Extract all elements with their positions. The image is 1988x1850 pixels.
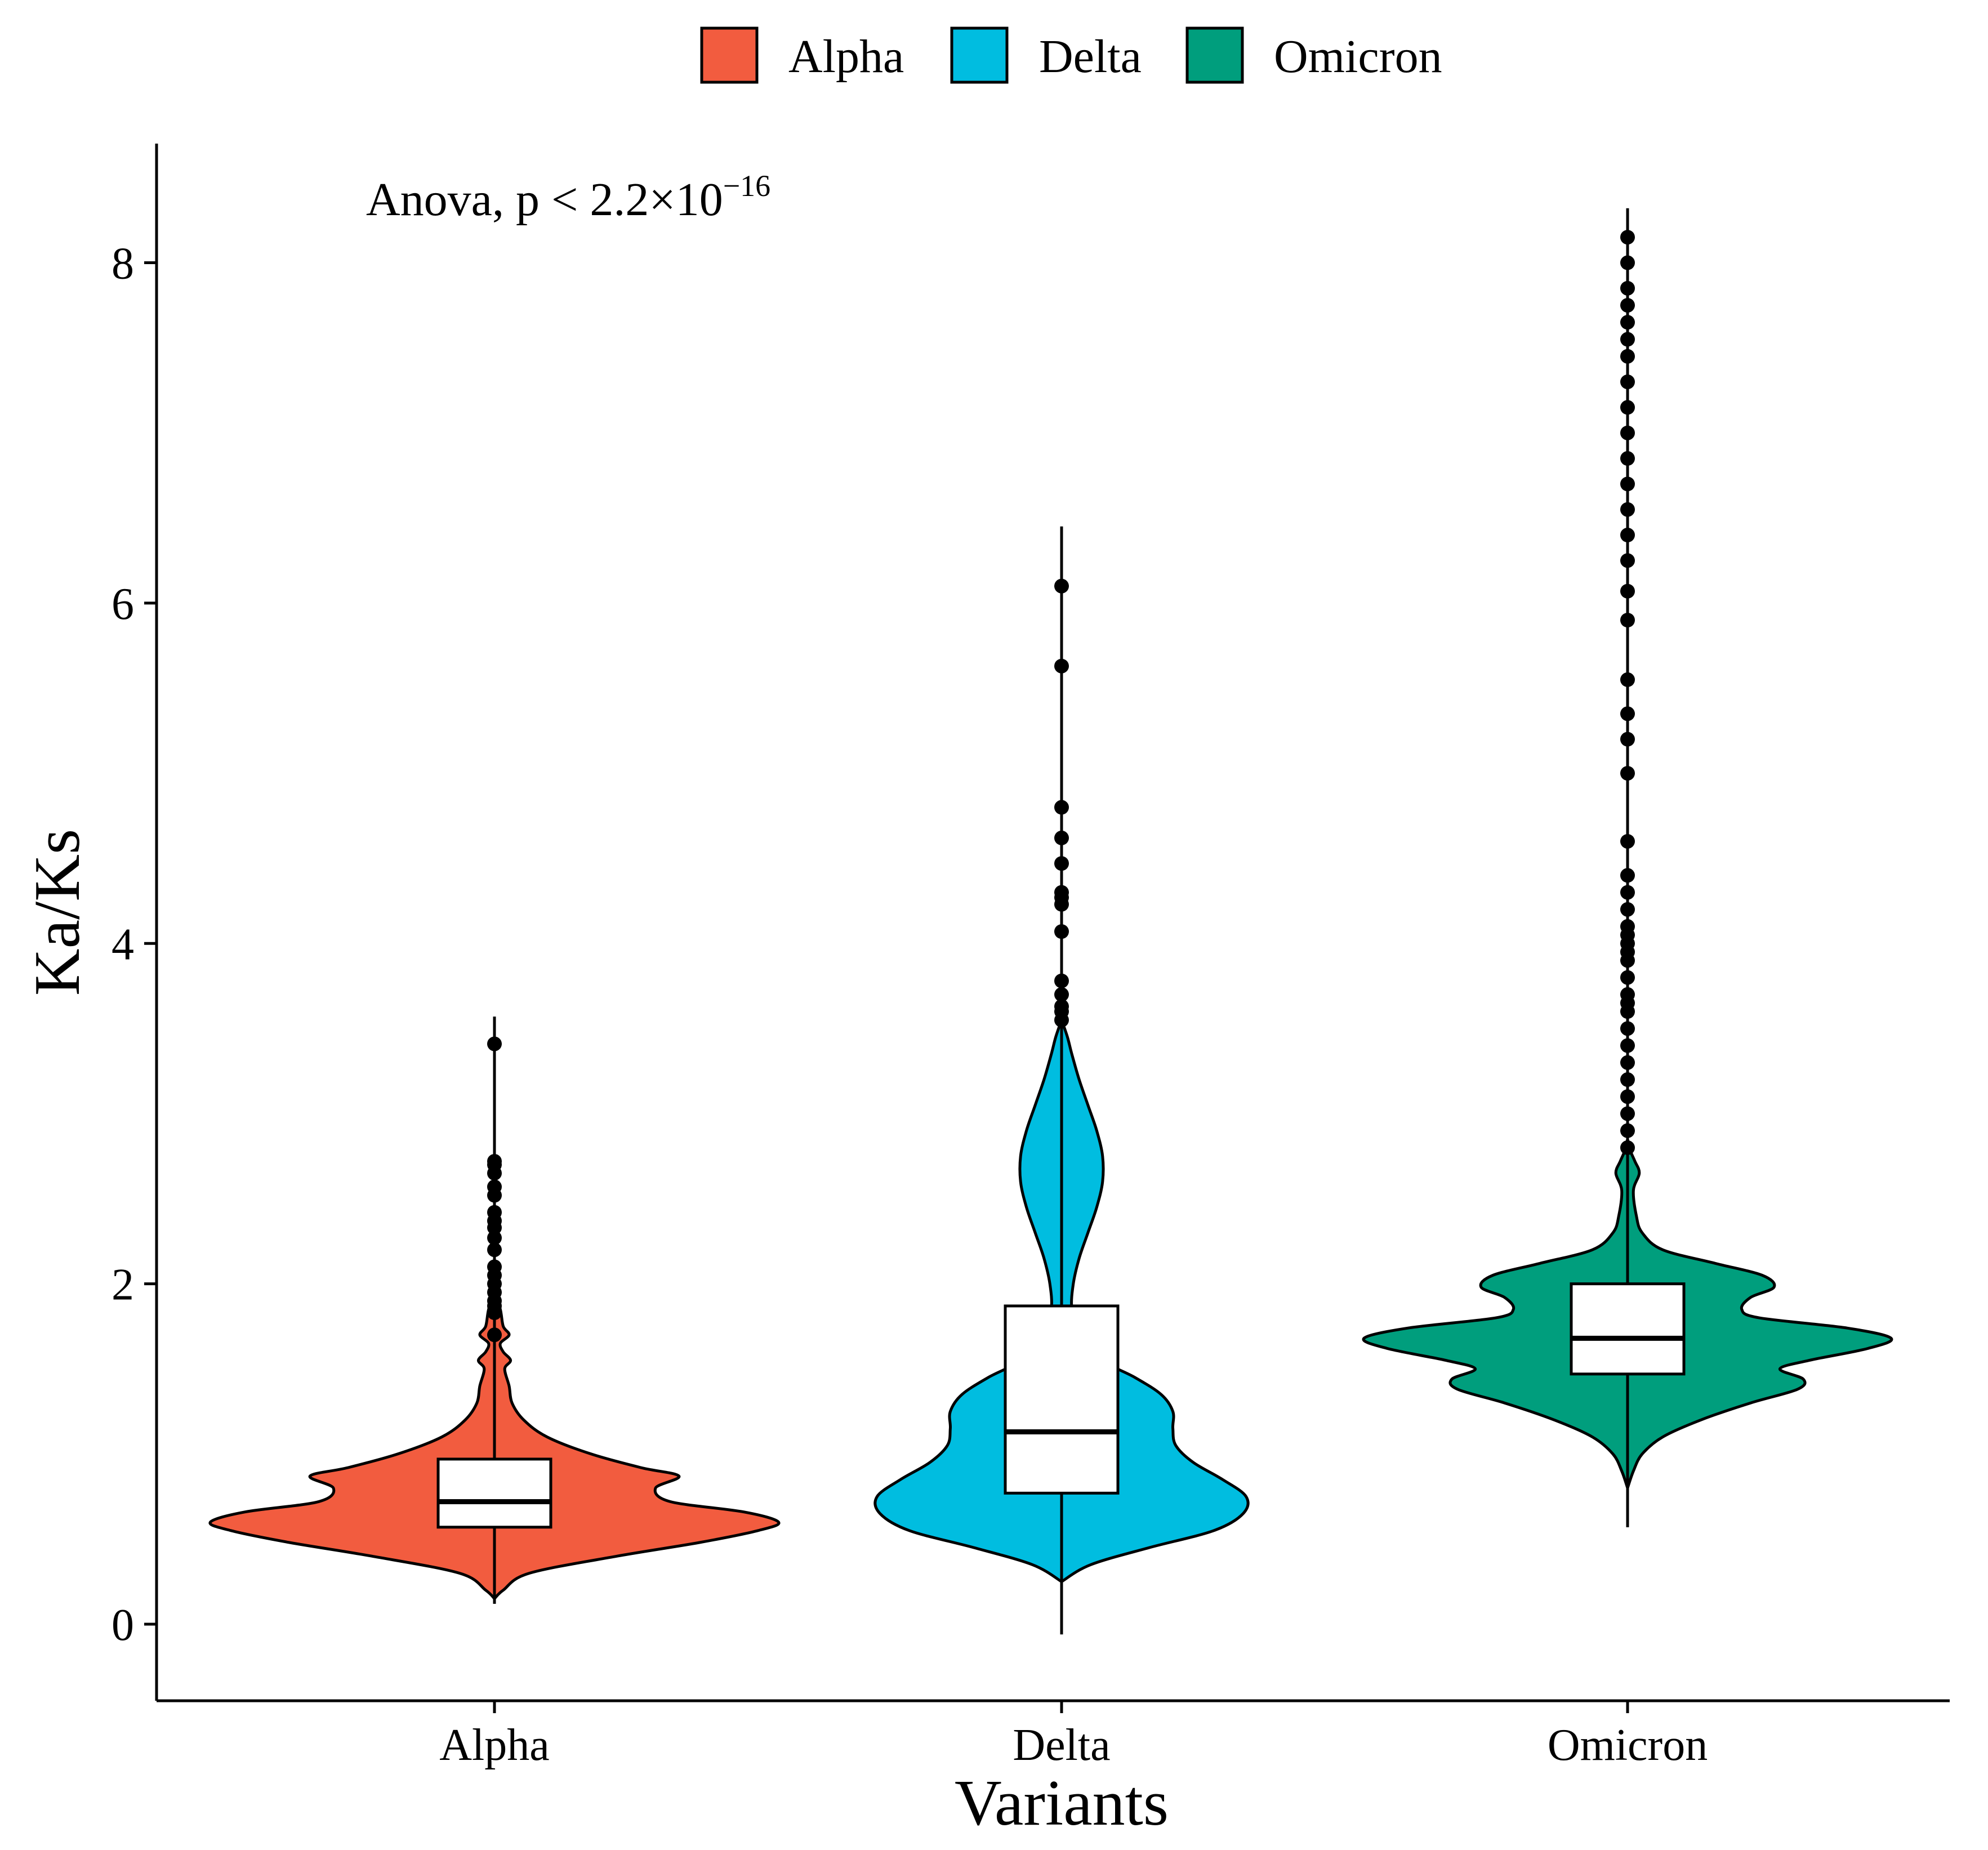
outlier-point-omicron-31	[1620, 476, 1635, 492]
outlier-point-omicron-21	[1620, 833, 1635, 849]
legend-label-omicron: Omicron	[1274, 30, 1442, 83]
outlier-point-omicron-2	[1620, 1123, 1635, 1138]
outlier-point-omicron-33	[1620, 425, 1635, 440]
outlier-point-delta-13	[1054, 658, 1069, 674]
outlier-point-omicron-35	[1620, 375, 1635, 390]
outlier-point-omicron-34	[1620, 400, 1635, 415]
outlier-point-omicron-20	[1620, 868, 1635, 883]
anova-annotation-exponent: −16	[723, 169, 770, 203]
x-axis-title: Variants	[955, 1767, 1169, 1839]
outlier-point-omicron-23	[1620, 732, 1635, 747]
outlier-point-delta-3	[1054, 999, 1069, 1014]
legend-label-delta: Delta	[1039, 30, 1142, 83]
violin-group-alpha	[208, 1017, 781, 1604]
box-delta	[1004, 1304, 1120, 1495]
outlier-point-alpha-19	[487, 1036, 502, 1051]
outlier-point-omicron-4	[1620, 1089, 1635, 1104]
outlier-point-alpha-1	[487, 1327, 502, 1343]
outlier-point-omicron-30	[1620, 502, 1635, 517]
outlier-point-alpha-18	[487, 1154, 502, 1169]
outlier-point-omicron-3	[1620, 1106, 1635, 1121]
box-alpha	[436, 1457, 552, 1529]
outlier-point-delta-11	[1054, 830, 1069, 845]
y-tick-label-2: 2	[112, 1260, 134, 1310]
outlier-point-omicron-38	[1620, 315, 1635, 330]
outlier-point-omicron-29	[1620, 528, 1635, 543]
x-tick-label-alpha: Alpha	[439, 1720, 550, 1770]
legend-swatch-alpha	[700, 26, 759, 84]
outlier-point-delta-10	[1054, 856, 1069, 871]
outlier-point-delta-4	[1054, 987, 1069, 1002]
violin-group-delta	[873, 526, 1250, 1635]
outlier-point-delta-6	[1054, 924, 1069, 939]
outlier-point-omicron-6	[1620, 1055, 1635, 1070]
outlier-point-alpha-15	[487, 1179, 502, 1194]
y-tick-label-6: 6	[112, 579, 134, 629]
outlier-point-omicron-22	[1620, 766, 1635, 781]
outlier-point-omicron-26	[1620, 613, 1635, 628]
outlier-point-omicron-8	[1620, 1021, 1635, 1036]
legend-swatch-delta	[950, 26, 1009, 84]
outlier-point-alpha-13	[487, 1205, 502, 1220]
outlier-point-omicron-28	[1620, 553, 1635, 568]
outlier-point-omicron-27	[1620, 583, 1635, 599]
outlier-point-omicron-40	[1620, 280, 1635, 296]
violin-group-omicron	[1362, 208, 1893, 1527]
legend: Alpha Delta Omicron	[700, 26, 1442, 84]
outlier-point-omicron-41	[1620, 255, 1635, 270]
outlier-point-omicron-18	[1620, 902, 1635, 917]
outlier-point-delta-12	[1054, 800, 1069, 815]
outlier-point-omicron-42	[1620, 230, 1635, 245]
outlier-point-omicron-11	[1620, 987, 1635, 1002]
outlier-point-omicron-32	[1620, 451, 1635, 466]
outlier-point-omicron-25	[1620, 672, 1635, 687]
plot-area	[208, 208, 1893, 1635]
anova-annotation: Anova, p < 2.2×10−16	[366, 169, 770, 226]
outlier-point-omicron-24	[1620, 706, 1635, 721]
x-tick-label-delta: Delta	[1013, 1720, 1110, 1770]
outlier-point-omicron-12	[1620, 970, 1635, 985]
outlier-point-delta-14	[1054, 578, 1069, 594]
outlier-point-omicron-37	[1620, 332, 1635, 347]
outlier-point-omicron-7	[1620, 1038, 1635, 1053]
anova-annotation-text: Anova, p < 2.2×10	[366, 173, 723, 226]
outlier-point-delta-5	[1054, 973, 1069, 988]
box-omicron	[1570, 1282, 1686, 1376]
outlier-point-omicron-39	[1620, 298, 1635, 313]
y-tick-label-0: 0	[112, 1601, 134, 1650]
outlier-point-alpha-8	[487, 1259, 502, 1274]
y-axis-title: Ka/Ks	[21, 829, 93, 996]
axes: 0 2 4 6 8 Alpha Delta Omicron	[112, 144, 1950, 1770]
y-tick-label-8: 8	[112, 239, 134, 289]
legend-swatch-omicron	[1185, 26, 1244, 84]
outlier-point-alpha-9	[487, 1242, 502, 1258]
outlier-point-alpha-10	[487, 1231, 502, 1246]
outlier-point-omicron-17	[1620, 919, 1635, 934]
outlier-point-omicron-1	[1620, 1140, 1635, 1155]
legend-label-alpha: Alpha	[788, 30, 904, 83]
y-tick-label-4: 4	[112, 920, 134, 969]
outlier-point-omicron-36	[1620, 349, 1635, 364]
outlier-point-omicron-19	[1620, 885, 1635, 900]
x-tick-label-omicron: Omicron	[1548, 1720, 1708, 1770]
outlier-point-omicron-5	[1620, 1072, 1635, 1087]
outlier-point-delta-9	[1054, 885, 1069, 900]
